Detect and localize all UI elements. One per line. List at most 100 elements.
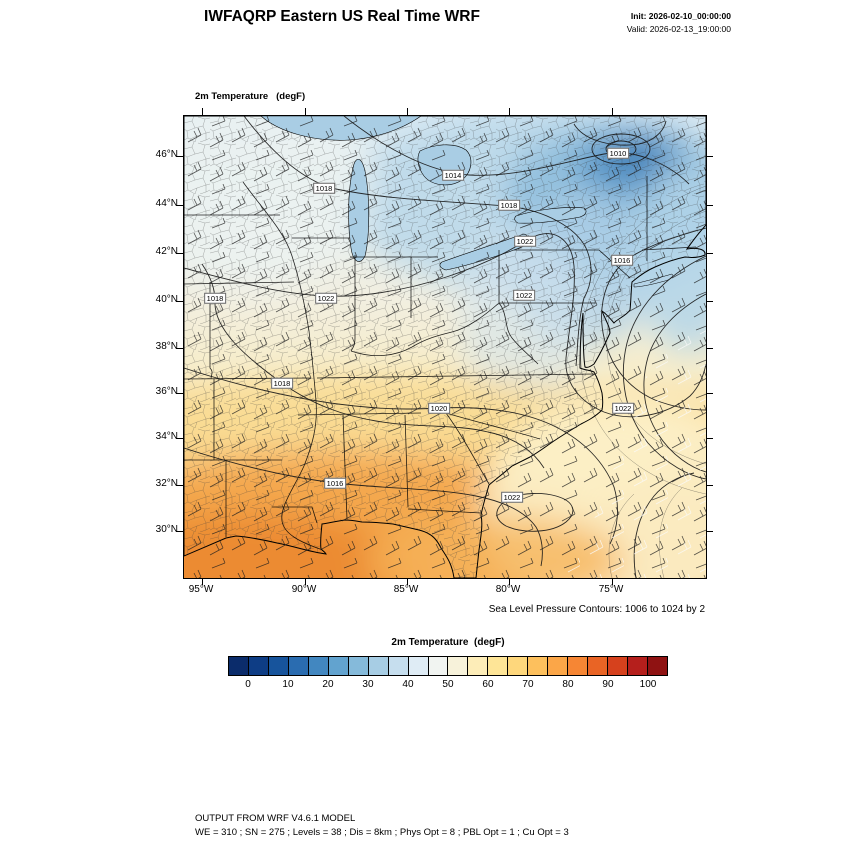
colorbar-cell (387, 657, 408, 675)
contour-caption: Sea Level Pressure Contours: 1006 to 102… (488, 604, 705, 615)
model-footer: OUTPUT FROM WRF V4.6.1 MODEL WE = 310 ; … (195, 812, 569, 840)
axis-tick (407, 108, 408, 115)
contour-label: 1020 (428, 402, 450, 414)
lon-label: 85°W (393, 584, 419, 595)
colorbar-tick-label: 50 (442, 679, 454, 690)
run-info: Init: 2026-02-10_00:00:00 Valid: 2026-02… (627, 10, 731, 36)
contour-label: 1018 (313, 182, 335, 194)
colorbar-tick-label: 90 (602, 679, 614, 690)
colorbar-cell (627, 657, 648, 675)
map-plot: 1010 1014 1018 1018 1022 1016 1018 1022 … (176, 108, 713, 585)
axis-tick (176, 393, 183, 394)
axis-tick (202, 578, 203, 585)
wind-barbs-ocean (559, 316, 706, 578)
axis-tick (176, 301, 183, 302)
colorbar-cell (607, 657, 628, 675)
axis-tick (706, 205, 713, 206)
axis-tick (612, 578, 613, 585)
lon-label: 75°W (598, 584, 624, 595)
lat-label: 32°N (155, 478, 178, 489)
lat-label: 36°N (155, 386, 178, 397)
field-temperature: 2m Temperature (degF) (195, 91, 306, 102)
valid-time: Valid: 2026-02-13_19:00:00 (626, 24, 731, 34)
colorbar-cell (487, 657, 508, 675)
axis-tick (706, 156, 713, 157)
colorbar-cell (547, 657, 568, 675)
colorbar-cell (507, 657, 528, 675)
contour-label: 1014 (442, 169, 464, 181)
contour-label: 1018 (498, 199, 520, 211)
colorbar-cell (347, 657, 368, 675)
colorbar-cells (228, 656, 668, 676)
colorbar-tick-label: 80 (562, 679, 574, 690)
footer-config-line: WE = 310 ; SN = 275 ; Levels = 38 ; Dis … (195, 827, 569, 838)
colorbar-cell (327, 657, 348, 675)
axis-tick (176, 438, 183, 439)
colorbar-tick-label: 100 (639, 679, 657, 690)
colorbar: 0 10 20 30 40 50 60 70 80 90 100 (228, 656, 668, 692)
contour-label: 1018 (271, 377, 293, 389)
axis-tick (202, 108, 203, 115)
lat-label: 46°N (155, 149, 178, 160)
axis-tick (176, 156, 183, 157)
colorbar-cell (467, 657, 488, 675)
lat-label: 34°N (155, 431, 178, 442)
axis-tick (509, 108, 510, 115)
footer-model-line: OUTPUT FROM WRF V4.6.1 MODEL (195, 813, 356, 824)
lat-label: 40°N (155, 294, 178, 305)
colorbar-cell (247, 657, 268, 675)
lon-label: 90°W (291, 584, 317, 595)
colorbar-cell (447, 657, 468, 675)
contour-label: 1022 (513, 289, 535, 301)
lat-label: 30°N (155, 524, 178, 535)
colorbar-cell (267, 657, 288, 675)
colorbar-cell (587, 657, 608, 675)
contour-label: 1022 (612, 402, 634, 414)
contour-label: 1022 (514, 235, 536, 247)
lon-label: 80°W (495, 584, 521, 595)
colorbar-tick-label: 0 (245, 679, 251, 690)
axis-tick (305, 578, 306, 585)
lat-label: 38°N (155, 341, 178, 352)
axis-tick (706, 438, 713, 439)
axis-tick (407, 578, 408, 585)
axis-tick (706, 253, 713, 254)
colorbar-cell (287, 657, 308, 675)
contour-label: 1016 (324, 477, 346, 489)
axis-tick (706, 301, 713, 302)
contour-label: 1022 (501, 491, 523, 503)
colorbar-title: 2m Temperature (degF) (391, 637, 505, 648)
colorbar-cell (307, 657, 328, 675)
colorbar-tick-label: 30 (362, 679, 374, 690)
colorbar-cell (407, 657, 428, 675)
axis-tick (706, 485, 713, 486)
contour-label: 1016 (611, 254, 633, 266)
colorbar-tick-label: 60 (482, 679, 494, 690)
colorbar-tick-label: 70 (522, 679, 534, 690)
lon-label: 95°W (188, 584, 214, 595)
axis-tick (176, 205, 183, 206)
axis-tick (176, 253, 183, 254)
page-title: IWFAQRP Eastern US Real Time WRF (204, 8, 480, 25)
axis-tick (612, 108, 613, 115)
colorbar-tick-label: 40 (402, 679, 414, 690)
colorbar-cell (427, 657, 448, 675)
axis-tick (706, 393, 713, 394)
colorbar-ticks: 0 10 20 30 40 50 60 70 80 90 100 (228, 679, 668, 692)
colorbar-tick-label: 20 (322, 679, 334, 690)
contour-label: 1010 (607, 147, 629, 159)
colorbar-tick-label: 10 (282, 679, 294, 690)
colorbar-cell (567, 657, 588, 675)
axis-tick (176, 348, 183, 349)
contour-label: 1018 (204, 292, 226, 304)
map-graphic (184, 116, 706, 578)
axis-tick (509, 578, 510, 585)
axis-tick (706, 531, 713, 532)
axis-tick (176, 485, 183, 486)
axis-tick (176, 531, 183, 532)
colorbar-cell (647, 657, 667, 675)
init-time: Init: 2026-02-10_00:00:00 (630, 11, 731, 21)
colorbar-cell (229, 657, 248, 675)
axis-tick (706, 348, 713, 349)
